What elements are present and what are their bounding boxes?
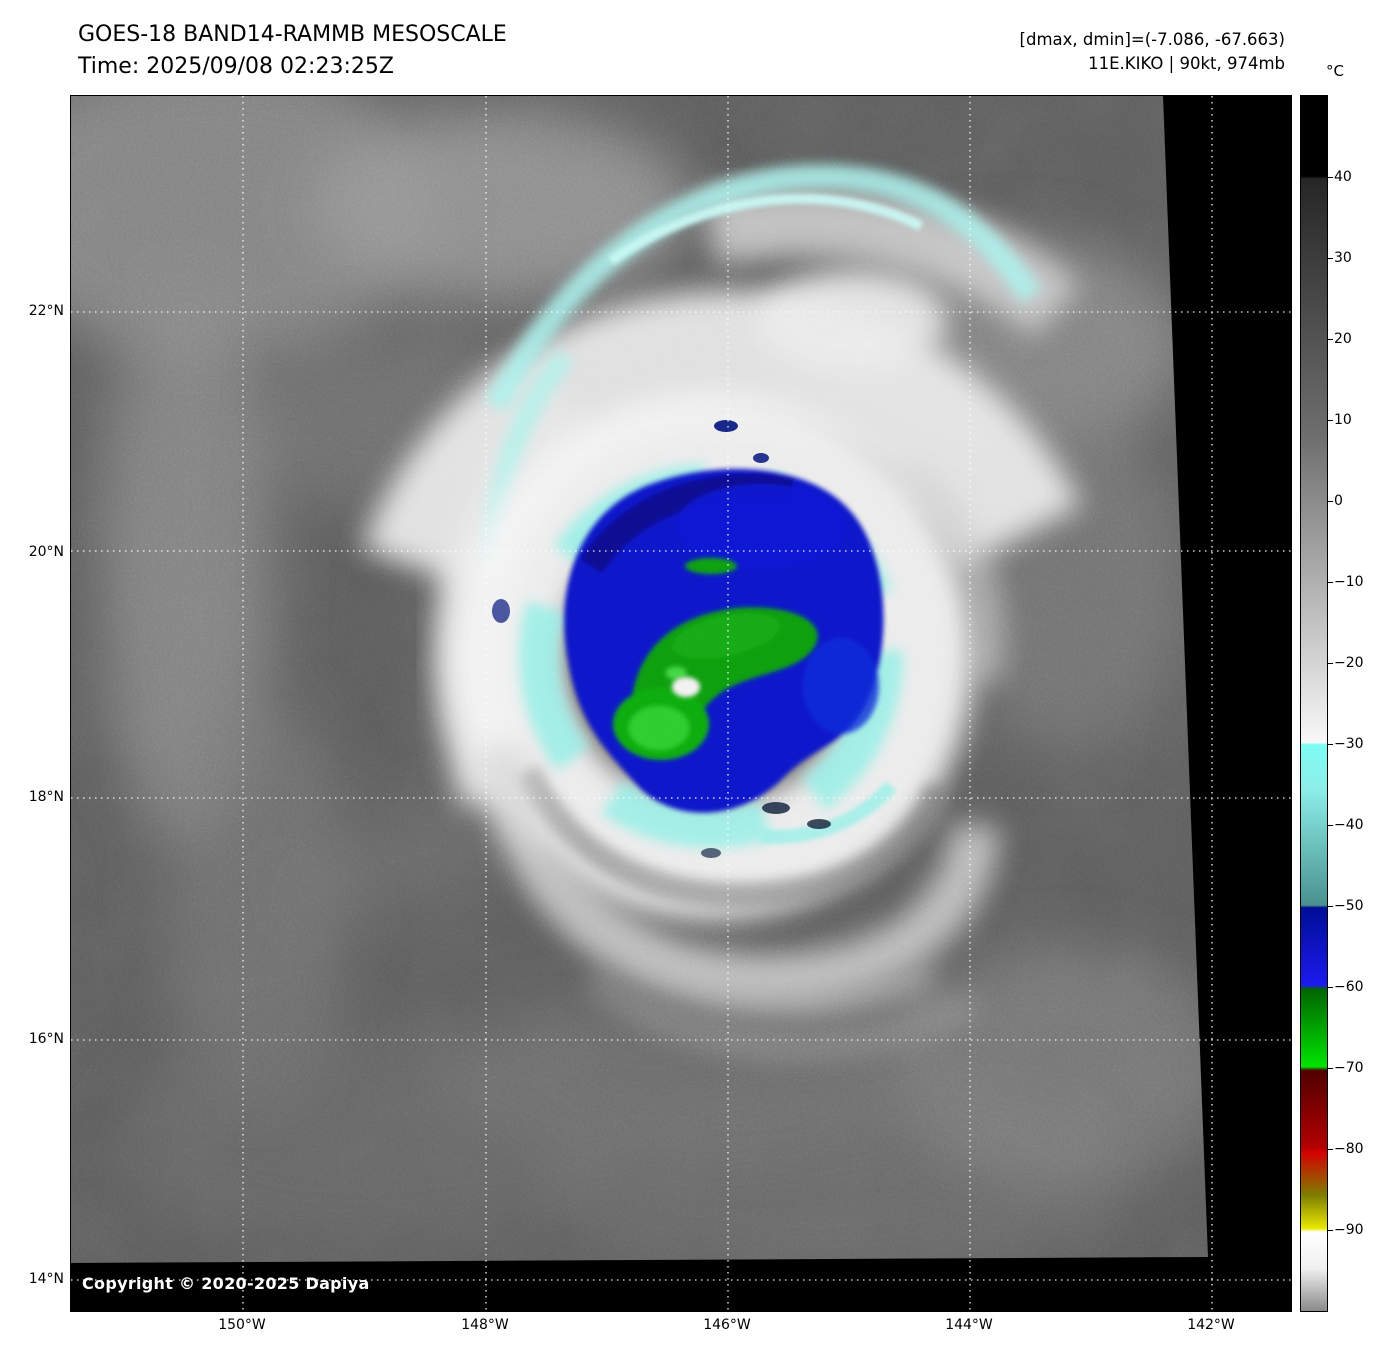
colorbar-tick-label-m20: −20 [1334,655,1364,671]
colorbar-tick [1327,1149,1333,1150]
colorbar-tick [1327,1068,1333,1069]
page-title: GOES-18 BAND14-RAMMB MESOSCALE [78,22,507,47]
colorbar-tick [1327,339,1333,340]
temperature-colorbar [1300,95,1328,1312]
colorbar-tick-label-30: 30 [1334,250,1352,266]
colorbar-tick [1327,420,1333,421]
lon-label-146w: 146°W [703,1317,751,1333]
colorbar-tick [1327,987,1333,988]
colorbar-tick-label-m90: −90 [1334,1222,1364,1238]
grain-texture [71,96,1291,1311]
colorbar-tick [1327,825,1333,826]
colorbar-tick [1327,177,1333,178]
colorbar-tick [1327,258,1333,259]
lon-label-144w: 144°W [945,1317,993,1333]
colorbar-tick-label-20: 20 [1334,331,1352,347]
lat-label-16n: 16°N [28,1031,64,1047]
lat-label-22n: 22°N [28,303,64,319]
lat-label-14n: 14°N [28,1271,64,1287]
lat-label-20n: 20°N [28,544,64,560]
timestamp-line: Time: 2025/09/08 02:23:25Z [78,54,394,79]
satellite-map [70,95,1292,1312]
lat-label-18n: 18°N [28,789,64,805]
colorbar-tick [1327,744,1333,745]
colorbar-tick-label-m50: −50 [1334,898,1364,914]
colorbar-tick-label-m60: −60 [1334,979,1364,995]
colorbar-unit-label: °C [1326,62,1344,80]
dmax-dmin-readout: [dmax, dmin]=(-7.086, -67.663) [1019,30,1285,49]
colorbar-tick-label-m40: −40 [1334,817,1364,833]
colorbar-tick-label-m80: −80 [1334,1141,1364,1157]
colorbar-tick [1327,663,1333,664]
colorbar-tick-label-40: 40 [1334,169,1352,185]
header-right-block: [dmax, dmin]=(-7.086, -67.663) 11E.KIKO … [1020,28,1285,76]
colorbar-tick [1327,582,1333,583]
colorbar-tick-label-m10: −10 [1334,574,1364,590]
latlon-gridlines [71,96,1291,1311]
colorbar-tick [1327,1230,1333,1231]
lon-label-148w: 148°W [461,1317,509,1333]
colorbar-tick-label-m30: −30 [1334,736,1364,752]
copyright-text: Copyright © 2020-2025 Dapiya [82,1274,370,1293]
storm-info-readout: 11E.KIKO | 90kt, 974mb [1088,54,1285,73]
colorbar-tick-label-m70: −70 [1334,1060,1364,1076]
nodata-region [71,96,1291,1311]
satellite-image [71,96,1291,1311]
colorbar-tick-label-0: 0 [1334,493,1343,509]
lon-label-142w: 142°W [1187,1317,1235,1333]
lon-label-150w: 150°W [218,1317,266,1333]
colorbar-tick-label-10: 10 [1334,412,1352,428]
colorbar-tick [1327,906,1333,907]
colorbar-tick [1327,501,1333,502]
